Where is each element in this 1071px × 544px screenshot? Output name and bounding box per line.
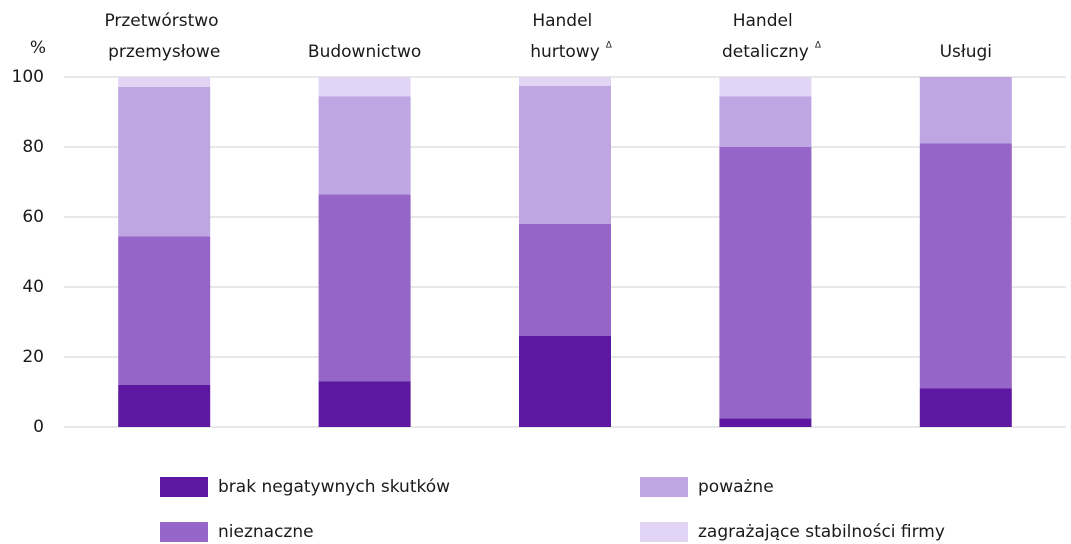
bar-segment [318,96,411,195]
bar-segment [719,96,812,147]
category-mark: Δ [815,41,822,51]
x-tick-label: Handel detaliczny [722,11,809,62]
y-tick-label: 60 [22,207,44,227]
legend-label: nieznaczne [218,522,314,542]
bar-segment [519,224,611,336]
legend-label: zagrażające stabilności firmy [698,522,945,542]
bar-segment [519,85,611,224]
legend-swatch [640,477,688,497]
y-tick-label: 0 [33,417,44,437]
bar-segment [919,77,1012,144]
bar-segment [118,236,211,385]
bar-segment [118,385,211,427]
bar-segment [919,143,1012,389]
bar-segment [118,86,211,237]
bar-segment [118,77,211,87]
bar-segment [519,77,611,86]
bar-segment [719,418,812,427]
x-tick-label: Usługi [940,42,992,62]
y-axis-label: % [30,38,46,58]
legend-label: poważne [698,477,774,497]
y-tick-label: 100 [12,67,44,87]
legend-swatch [160,477,208,497]
y-tick-label: 40 [22,277,44,297]
x-tick-label: Przetwórstwo przemysłowe [104,11,224,62]
bar-segment [719,147,812,419]
legend-label: brak negatywnych skutków [218,477,450,497]
bar-segment [318,77,411,97]
legend-swatch [160,522,208,542]
y-tick-label: 80 [22,137,44,157]
bar-segment [318,381,411,427]
bar-segment [519,336,611,427]
bar-segment [919,388,1012,427]
y-tick-label: 20 [22,347,44,367]
bar-segment [719,77,812,97]
bar-segment [318,194,411,382]
x-tick-label: Budownictwo [308,42,421,62]
category-mark: Δ [606,41,613,51]
x-tick-label: Handel hurtowy [530,11,600,62]
legend-swatch [640,522,688,542]
